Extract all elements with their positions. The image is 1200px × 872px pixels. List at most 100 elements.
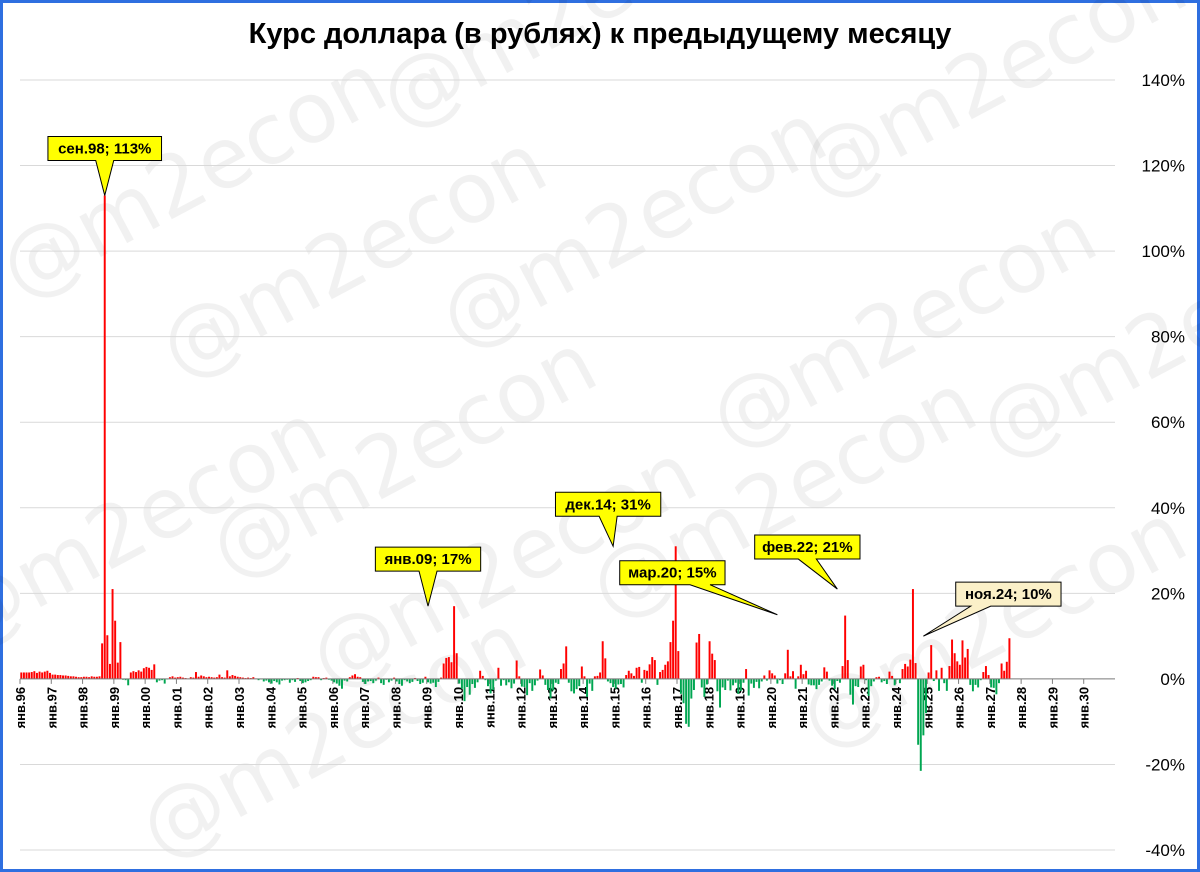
x-tick-label: янв.09 <box>420 687 435 729</box>
bar <box>309 678 312 681</box>
bar <box>119 642 122 679</box>
bar <box>672 620 675 679</box>
bar <box>314 677 317 679</box>
bar <box>93 676 96 679</box>
bar <box>338 678 341 686</box>
bar <box>54 674 57 679</box>
bar <box>836 678 839 682</box>
bar <box>653 660 656 679</box>
bar <box>523 678 526 688</box>
bar <box>137 670 140 679</box>
x-tick-label: янв.99 <box>107 687 122 729</box>
bar <box>411 678 414 682</box>
bar <box>278 678 281 685</box>
x-tick-label: янв.16 <box>639 687 654 729</box>
bar <box>361 678 364 682</box>
bar <box>810 678 813 686</box>
bar <box>917 678 920 745</box>
bar <box>742 678 745 683</box>
bar <box>549 678 552 699</box>
bar <box>698 633 701 679</box>
bar <box>768 670 771 679</box>
bar <box>552 678 555 691</box>
bar <box>419 678 422 685</box>
x-tick-label: янв.19 <box>733 687 748 729</box>
bar <box>692 678 695 691</box>
bar <box>228 676 231 679</box>
callout-label: янв.09; 17% <box>384 551 471 568</box>
bar <box>596 675 599 679</box>
bar <box>505 678 508 686</box>
bar <box>669 642 672 679</box>
bar <box>565 646 568 679</box>
bar <box>732 678 735 686</box>
bar <box>526 678 529 696</box>
bar <box>651 657 654 679</box>
bar <box>221 677 224 679</box>
bar <box>330 678 333 681</box>
bar <box>995 678 998 695</box>
bar <box>174 677 177 679</box>
bar <box>664 664 667 679</box>
bar <box>825 671 828 679</box>
bar <box>951 639 954 679</box>
bar <box>291 678 294 681</box>
callout-box <box>554 491 662 549</box>
bar <box>434 678 437 688</box>
bar <box>708 641 711 679</box>
bar <box>114 620 117 679</box>
bar <box>909 659 912 679</box>
bar <box>463 678 466 702</box>
bar <box>536 678 539 681</box>
bar <box>208 676 210 679</box>
x-tick-label: янв.14 <box>576 686 591 728</box>
bar <box>891 675 894 679</box>
bar <box>192 677 195 679</box>
bar <box>257 678 260 681</box>
bar <box>893 678 896 686</box>
bar <box>325 677 328 679</box>
x-tick-label: янв.07 <box>357 687 372 729</box>
bar <box>932 678 935 682</box>
bar <box>421 678 424 683</box>
bar <box>1003 670 1006 679</box>
bar <box>943 678 946 684</box>
bar <box>82 676 85 679</box>
bar <box>67 675 70 679</box>
bar <box>158 678 161 681</box>
y-tick-label: -40% <box>1145 841 1185 860</box>
bar <box>341 678 343 689</box>
bar <box>802 674 805 679</box>
x-tick-label: янв.96 <box>13 687 28 729</box>
bar <box>711 653 714 679</box>
callout: мар.20; 15% <box>619 560 778 616</box>
y-tick-label: 60% <box>1151 413 1185 432</box>
bar <box>859 666 862 679</box>
bar <box>317 677 320 679</box>
y-tick-label: 80% <box>1151 328 1185 347</box>
bar <box>570 678 573 692</box>
bar <box>343 678 346 681</box>
bar <box>880 678 883 683</box>
bar <box>281 678 283 681</box>
bar <box>914 663 917 679</box>
bar <box>630 673 633 679</box>
bar <box>213 677 216 679</box>
bar <box>885 678 888 685</box>
bar <box>513 678 516 684</box>
y-tick-label: 0% <box>1160 670 1185 689</box>
x-tick-label: янв.21 <box>795 687 810 729</box>
x-tick-label: янв.27 <box>983 687 998 729</box>
bar <box>145 666 148 679</box>
y-tick-label: 120% <box>1142 157 1185 176</box>
bar <box>398 678 401 685</box>
bar <box>747 678 750 696</box>
bar <box>80 677 83 679</box>
y-tick-label: 100% <box>1142 242 1185 261</box>
bar <box>510 678 513 689</box>
bar <box>69 676 72 679</box>
bar <box>197 676 200 679</box>
bar <box>127 678 130 686</box>
bar <box>862 664 865 679</box>
